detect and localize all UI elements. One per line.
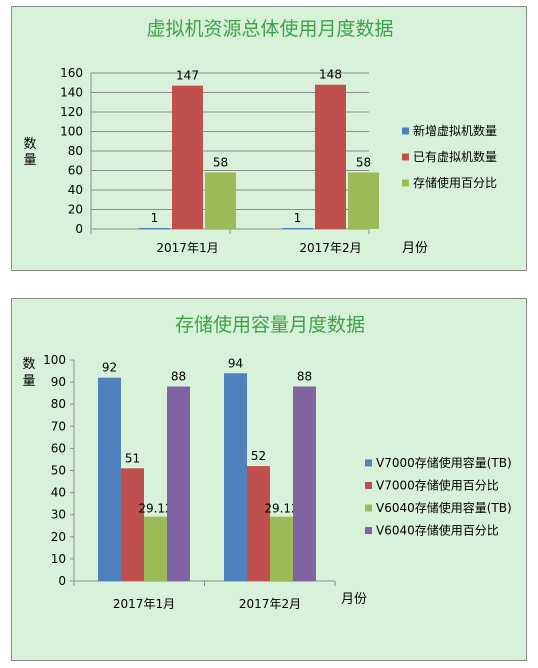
storage-capacity-chart: 存储使用容量月度数据 0 10 20 30 40 50 60 70 80 90 100 92 51 29.1… bbox=[22, 314, 512, 611]
y-tick-label: 10 bbox=[51, 552, 66, 566]
bar bbox=[224, 373, 247, 581]
legend-label: 已有虚拟机数量 bbox=[413, 149, 497, 164]
y-tick-label: 20 bbox=[51, 530, 66, 544]
bar bbox=[282, 228, 313, 229]
data-label: 51 bbox=[125, 451, 140, 465]
y-tick-label: 50 bbox=[51, 464, 66, 478]
legend-swatch bbox=[365, 482, 372, 489]
legend-swatch bbox=[402, 127, 409, 135]
y-tick-label: 20 bbox=[68, 203, 83, 217]
data-label: 92 bbox=[102, 361, 117, 375]
bar bbox=[98, 377, 121, 581]
legend-label: 存储使用百分比 bbox=[413, 175, 497, 190]
x-tick-label: 2017年1月 bbox=[113, 597, 175, 611]
data-label: 29.12 bbox=[138, 502, 172, 516]
bar bbox=[167, 386, 190, 581]
bar bbox=[121, 468, 144, 581]
legend-label: V7000存储使用容量(TB) bbox=[376, 455, 512, 470]
bar bbox=[315, 84, 346, 229]
legend-label: V6040存储使用百分比 bbox=[376, 523, 499, 538]
data-label: 94 bbox=[228, 356, 243, 370]
y-tick-label: 60 bbox=[68, 164, 83, 178]
y-tick-label: 40 bbox=[51, 486, 66, 500]
legend-swatch bbox=[402, 153, 409, 161]
vm-resource-chart: 虚拟机资源总体使用月度数据 0 20 40 60 80 100 120 140 160 1 147 58… bbox=[23, 18, 497, 256]
chart-title: 虚拟机资源总体使用月度数据 bbox=[146, 18, 393, 40]
x-axis-title: 月份 bbox=[402, 241, 428, 256]
y-tick-label: 120 bbox=[60, 105, 83, 119]
y-tick-label: 100 bbox=[43, 353, 66, 367]
y-tick-label: 160 bbox=[60, 66, 83, 80]
bar bbox=[270, 516, 293, 581]
legend-label: 新增虚拟机数量 bbox=[413, 123, 497, 138]
data-label: 1 bbox=[151, 211, 159, 225]
y-tick-label: 100 bbox=[60, 125, 83, 139]
bar bbox=[247, 466, 270, 581]
y-axis-title-char: 量 bbox=[23, 153, 36, 168]
data-label: 29.12 bbox=[264, 502, 298, 516]
y-axis-title-char: 量 bbox=[22, 374, 35, 389]
y-axis-title-char: 数 bbox=[23, 137, 36, 152]
legend-swatch bbox=[365, 459, 372, 467]
data-label: 58 bbox=[356, 155, 371, 169]
legend-swatch bbox=[365, 527, 372, 534]
bar bbox=[139, 228, 170, 229]
bar bbox=[348, 172, 379, 229]
y-tick-label: 140 bbox=[60, 86, 83, 100]
bar bbox=[205, 172, 236, 229]
y-tick-label: 30 bbox=[51, 508, 66, 522]
data-label: 148 bbox=[319, 68, 342, 82]
legend-swatch bbox=[365, 504, 372, 512]
x-tick-label: 2017年2月 bbox=[239, 597, 301, 611]
legend-label: V6040存储使用容量(TB) bbox=[376, 500, 512, 515]
bar bbox=[293, 386, 316, 581]
y-tick-label: 90 bbox=[51, 375, 66, 389]
vm-resource-chart-panel: 虚拟机资源总体使用月度数据 0 20 40 60 80 100 120 140 160 1 147 58… bbox=[11, 6, 527, 271]
y-tick-label: 0 bbox=[75, 222, 83, 236]
data-label: 52 bbox=[251, 449, 266, 463]
legend-label: V7000存储使用百分比 bbox=[376, 478, 499, 493]
bar bbox=[172, 85, 203, 229]
y-axis-title-char: 数 bbox=[22, 357, 35, 372]
data-label: 58 bbox=[213, 155, 228, 169]
x-tick-label: 2017年1月 bbox=[156, 241, 218, 255]
data-label: 88 bbox=[297, 370, 312, 384]
y-tick-label: 70 bbox=[51, 419, 66, 433]
y-tick-label: 40 bbox=[68, 183, 83, 197]
data-label: 147 bbox=[176, 69, 199, 83]
y-tick-label: 60 bbox=[51, 441, 66, 455]
bar bbox=[144, 516, 167, 581]
y-tick-label: 80 bbox=[51, 397, 66, 411]
y-tick-label: 0 bbox=[58, 574, 66, 588]
legend-swatch bbox=[402, 179, 409, 187]
data-label: 1 bbox=[294, 211, 302, 225]
chart-title: 存储使用容量月度数据 bbox=[175, 314, 365, 336]
x-tick-label: 2017年2月 bbox=[299, 241, 361, 255]
storage-capacity-chart-panel: 存储使用容量月度数据 0 10 20 30 40 50 60 70 80 90 100 92 51 29.1… bbox=[11, 298, 527, 661]
y-tick-label: 80 bbox=[68, 144, 83, 158]
data-label: 88 bbox=[171, 370, 186, 384]
x-axis-title: 月份 bbox=[341, 592, 367, 607]
